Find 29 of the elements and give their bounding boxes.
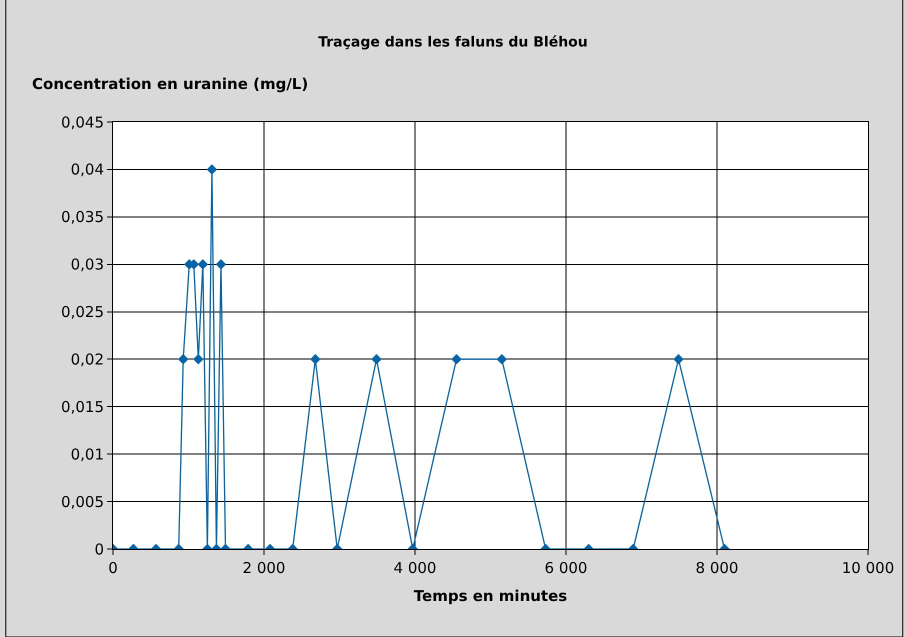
y-tick-label: 0,01 bbox=[70, 445, 104, 464]
y-tick-label: 0 bbox=[94, 540, 104, 558]
x-tick-label: 10 000 bbox=[842, 559, 894, 577]
point bbox=[451, 354, 462, 364]
y-tick-label: 0,03 bbox=[70, 256, 104, 274]
x-axis-title: Temps en minutes bbox=[414, 587, 568, 605]
x-tick-label: 4 000 bbox=[394, 559, 436, 577]
point bbox=[198, 259, 208, 270]
point bbox=[216, 259, 226, 270]
y-tick-label: 0,045 bbox=[61, 113, 104, 132]
x-tick-label: 0 bbox=[108, 559, 118, 577]
point bbox=[178, 354, 188, 364]
chart-title: Traçage dans les faluns du Bléhou bbox=[318, 34, 588, 50]
x-tick-label: 8 000 bbox=[696, 559, 738, 577]
y-tick-label: 0,005 bbox=[61, 492, 104, 511]
point bbox=[310, 354, 321, 364]
point bbox=[673, 354, 684, 364]
y-tick-label: 0,015 bbox=[61, 398, 104, 416]
point bbox=[496, 354, 508, 364]
y-tick-label: 0,035 bbox=[61, 208, 104, 226]
y-tick-label: 0,025 bbox=[61, 303, 104, 322]
x-tick-label: 2 000 bbox=[242, 559, 286, 577]
y-tick-label: 0,02 bbox=[70, 350, 104, 368]
point bbox=[371, 354, 382, 364]
point bbox=[206, 164, 218, 175]
point bbox=[193, 354, 204, 364]
y-tick-label: 0,04 bbox=[70, 160, 104, 179]
y-axis-title: Concentration en uranine (mg/L) bbox=[32, 75, 308, 93]
x-tick-label: 6 000 bbox=[544, 559, 588, 577]
